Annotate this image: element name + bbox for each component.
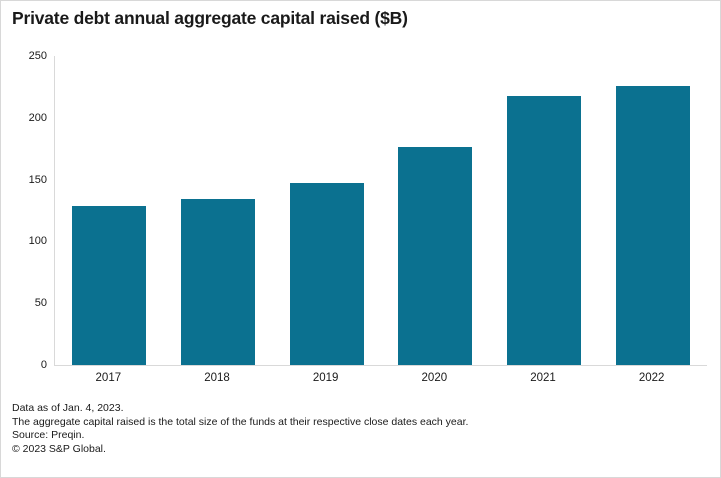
x-tick-label-2018: 2018	[204, 372, 230, 384]
y-tick-label-200: 200	[28, 111, 47, 124]
y-tick-label-0: 0	[40, 359, 47, 371]
bar-2022	[615, 85, 690, 365]
x-tick-label-2019: 2019	[312, 372, 339, 384]
bar-2020	[398, 147, 473, 365]
x-tick-label-2022: 2022	[638, 372, 665, 384]
chart-title: Private debt annual aggregate capital ra…	[12, 8, 408, 28]
x-tick-label-2020: 2020	[421, 372, 448, 384]
x-tick-label-2017: 2017	[95, 372, 122, 384]
bar-2017	[72, 205, 147, 365]
bar-2019	[289, 183, 364, 365]
y-tick-label-100: 100	[28, 235, 47, 248]
y-tick-label-150: 150	[28, 173, 47, 186]
footnote-line-1: Data as of Jan. 4, 2023.	[12, 402, 124, 414]
footnotes: Data as of Jan. 4, 2023. The aggregate ca…	[12, 402, 468, 456]
x-tick-label-2021: 2021	[530, 372, 556, 384]
footnote-line-3: Source: Preqin.	[12, 429, 85, 441]
y-tick-label-250: 250	[28, 50, 47, 62]
y-tick-label-50: 50	[34, 297, 47, 310]
bar-2018	[181, 199, 255, 365]
footnote-line-4: © 2023 S&P Global.	[12, 442, 106, 455]
bar-2021	[507, 95, 581, 365]
footnote-line-2: The aggregate capital raised is the tota…	[12, 415, 469, 428]
plot-area	[54, 56, 707, 366]
